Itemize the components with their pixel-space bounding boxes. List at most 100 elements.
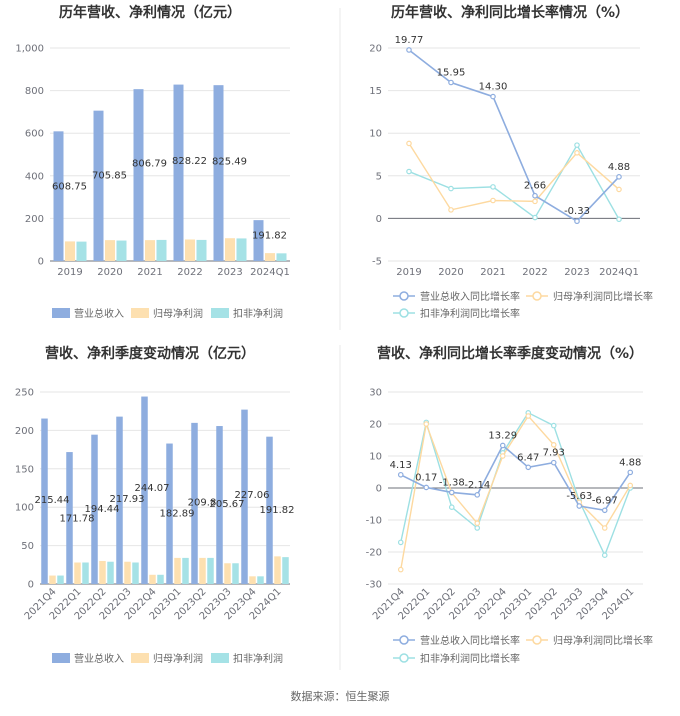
bar bbox=[133, 89, 144, 261]
y-tick-label: 0 bbox=[38, 257, 44, 268]
line-value-label: -1.38 bbox=[439, 477, 465, 488]
legend-marker bbox=[399, 653, 409, 663]
data-point bbox=[532, 214, 538, 221]
bar bbox=[107, 561, 114, 584]
data-point bbox=[490, 184, 496, 190]
legend-swatch bbox=[52, 308, 70, 318]
line-value-label: 13.29 bbox=[488, 430, 517, 441]
y-tick-label: 200 bbox=[25, 214, 44, 225]
bar bbox=[141, 396, 148, 584]
line-value-label: 4.88 bbox=[619, 457, 641, 468]
data-point bbox=[490, 197, 496, 204]
legend-label: 归母净利润 bbox=[153, 307, 203, 320]
bar bbox=[207, 557, 214, 584]
data-point bbox=[616, 216, 622, 223]
bar bbox=[196, 239, 207, 261]
bar bbox=[66, 452, 73, 584]
bar bbox=[232, 563, 239, 584]
line-value-label: 0.17 bbox=[415, 472, 437, 483]
legend-marker bbox=[399, 308, 409, 318]
bar bbox=[65, 241, 75, 261]
bar bbox=[174, 557, 181, 584]
bar bbox=[199, 557, 206, 584]
line-value-label: 2.66 bbox=[524, 181, 546, 192]
y-tick-label: -5 bbox=[372, 257, 382, 268]
line-value-label: 7.93 bbox=[543, 448, 565, 459]
bar-value-label: 215.44 bbox=[35, 495, 70, 506]
data-point bbox=[474, 492, 481, 498]
data-point bbox=[448, 504, 455, 511]
x-tick-label: 2023 bbox=[564, 267, 589, 278]
data-point bbox=[627, 482, 634, 489]
x-tick-label: 2021 bbox=[480, 267, 505, 278]
bar bbox=[266, 436, 273, 584]
legend-label: 营业总收入 bbox=[74, 307, 124, 320]
chart-title: 历年营收、净利同比增长率情况（%） bbox=[391, 4, 629, 21]
x-tick-label: 2022 bbox=[177, 267, 202, 278]
legend-label: 归母净利润 bbox=[153, 652, 203, 665]
bar bbox=[249, 576, 256, 584]
data-point bbox=[550, 441, 557, 448]
bar-value-label: 209.8 bbox=[188, 497, 217, 508]
x-tick-label: 2021 bbox=[137, 267, 162, 278]
bar-value-label: 191.82 bbox=[260, 505, 295, 516]
bar-value-label: 171.78 bbox=[60, 513, 95, 524]
line-value-label: -2.14 bbox=[464, 480, 490, 491]
legend-label: 扣非净利润 bbox=[233, 652, 283, 665]
x-tick-label: 2024Q1 bbox=[250, 267, 290, 278]
legend-swatch bbox=[52, 653, 70, 663]
bar bbox=[145, 240, 155, 261]
series-line bbox=[408, 49, 620, 223]
data-point bbox=[474, 525, 481, 531]
bar-value-label: 227.06 bbox=[235, 490, 270, 501]
series-line bbox=[408, 143, 620, 220]
bar bbox=[116, 416, 123, 584]
bar bbox=[76, 241, 87, 261]
bar bbox=[99, 560, 106, 584]
legend-swatch bbox=[211, 308, 229, 318]
bar-value-label: 806.79 bbox=[132, 158, 167, 169]
data-point bbox=[490, 93, 496, 100]
bar bbox=[82, 562, 89, 584]
legend-label: 营业总收入 bbox=[74, 652, 124, 665]
data-point bbox=[423, 484, 430, 491]
bar bbox=[224, 563, 231, 584]
y-tick-label: 10 bbox=[369, 129, 382, 140]
bar bbox=[185, 239, 195, 261]
bar-value-label: 608.75 bbox=[52, 182, 87, 193]
y-tick-label: 20 bbox=[369, 44, 382, 55]
line-value-label: 15.95 bbox=[437, 68, 466, 79]
y-tick-label: 150 bbox=[15, 464, 34, 475]
data-point bbox=[406, 168, 412, 175]
bar bbox=[156, 239, 167, 261]
data-point bbox=[406, 140, 412, 147]
bar bbox=[265, 253, 275, 261]
legend-swatch bbox=[131, 308, 149, 318]
line-value-label: 6.47 bbox=[517, 452, 539, 463]
y-tick-label: 400 bbox=[25, 171, 44, 182]
bar bbox=[182, 557, 189, 584]
bar-value-label: 244.07 bbox=[135, 483, 170, 494]
data-point bbox=[406, 47, 412, 53]
y-tick-label: 0 bbox=[28, 580, 34, 591]
data-point bbox=[532, 192, 538, 199]
bar-value-label: 825.49 bbox=[212, 156, 247, 167]
bar bbox=[132, 562, 139, 584]
data-point bbox=[397, 566, 404, 573]
panel-annual-amount: 历年营收、净利情况（亿元） 0 200 400 600 800 1,000 2019 2020 2… bbox=[15, 4, 290, 320]
y-tick-label: 0 bbox=[376, 214, 382, 225]
data-point bbox=[448, 79, 454, 86]
y-tick-label: 20 bbox=[369, 420, 382, 431]
y-tick-label: 30 bbox=[369, 388, 382, 399]
data-point bbox=[576, 503, 583, 509]
data-point bbox=[474, 520, 481, 527]
line-value-label: -6.97 bbox=[592, 495, 618, 506]
bar bbox=[236, 238, 247, 261]
line-value-label: -5.63 bbox=[566, 491, 592, 502]
y-tick-label: -20 bbox=[366, 548, 382, 559]
panel-quarterly-amount: 营收、净利季度变动情况（亿元）0501001502002502021Q42022… bbox=[15, 345, 295, 665]
bar-value-label: 205.67 bbox=[210, 499, 245, 510]
data-point bbox=[550, 459, 557, 466]
data-point bbox=[574, 142, 580, 148]
